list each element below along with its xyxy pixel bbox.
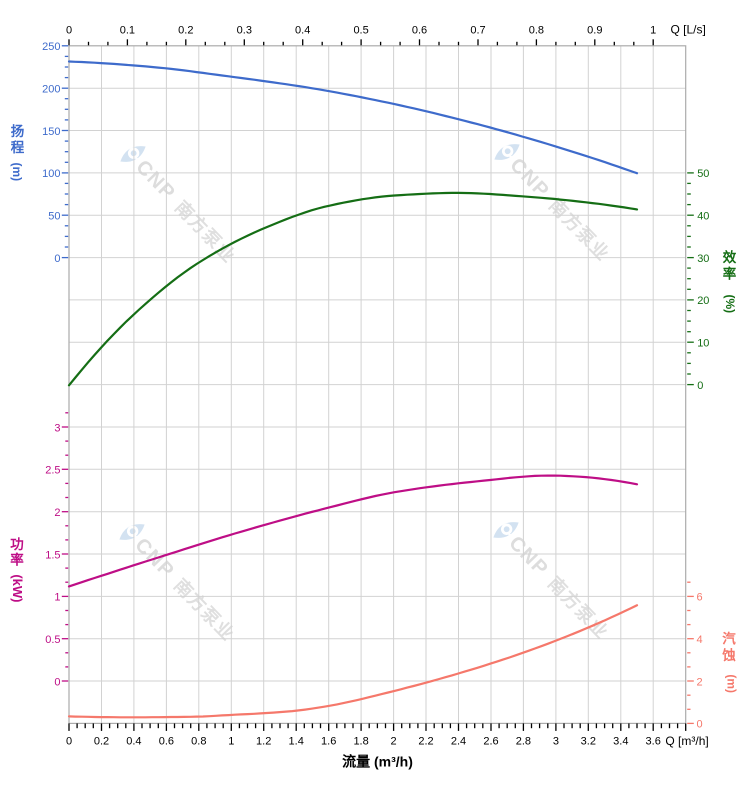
svg-text:2.4: 2.4: [451, 736, 466, 748]
svg-text:2: 2: [391, 736, 397, 748]
svg-text:2.2: 2.2: [418, 736, 433, 748]
svg-text:率: 率: [723, 265, 737, 281]
svg-text:3: 3: [54, 422, 60, 434]
svg-text:30: 30: [697, 253, 709, 265]
svg-text:3: 3: [553, 736, 559, 748]
svg-text:流量 (m³/h): 流量 (m³/h): [342, 754, 413, 770]
svg-text:0: 0: [66, 736, 72, 748]
svg-text:0.9: 0.9: [587, 25, 602, 37]
svg-text:0.8: 0.8: [191, 736, 206, 748]
svg-text:200: 200: [42, 84, 60, 96]
svg-text:0.5: 0.5: [353, 25, 368, 37]
svg-text:汽: 汽: [722, 630, 736, 646]
svg-text:50: 50: [697, 168, 709, 180]
svg-text:0.6: 0.6: [412, 25, 427, 37]
svg-text:(m): (m): [725, 674, 739, 693]
svg-text:2: 2: [54, 507, 60, 519]
svg-text:50: 50: [48, 211, 60, 223]
svg-text:1.8: 1.8: [353, 736, 368, 748]
svg-text:250: 250: [42, 41, 60, 53]
svg-text:100: 100: [42, 168, 60, 180]
svg-text:4: 4: [697, 634, 703, 646]
svg-text:0.8: 0.8: [529, 25, 544, 37]
svg-text:0.6: 0.6: [159, 736, 174, 748]
svg-text:1.5: 1.5: [45, 549, 60, 561]
svg-text:1: 1: [650, 25, 656, 37]
svg-text:0.1: 0.1: [120, 25, 135, 37]
svg-text:0.7: 0.7: [470, 25, 485, 37]
svg-text:6: 6: [697, 592, 703, 604]
svg-text:Q [m³/h]: Q [m³/h]: [665, 734, 708, 748]
svg-text:20: 20: [697, 295, 709, 307]
svg-text:(kW): (kW): [10, 574, 25, 602]
svg-text:10: 10: [697, 338, 709, 350]
svg-text:1: 1: [54, 592, 60, 604]
svg-text:2: 2: [697, 676, 703, 688]
svg-text:0.2: 0.2: [94, 736, 109, 748]
svg-text:(m): (m): [10, 162, 24, 181]
svg-text:率: 率: [10, 551, 24, 567]
svg-text:0.5: 0.5: [45, 634, 60, 646]
svg-text:效: 效: [723, 249, 737, 265]
svg-text:功: 功: [10, 537, 24, 552]
svg-text:0: 0: [697, 719, 703, 731]
svg-text:1: 1: [228, 736, 234, 748]
svg-text:1.6: 1.6: [321, 736, 336, 748]
svg-text:0.2: 0.2: [178, 25, 193, 37]
svg-text:3.2: 3.2: [581, 736, 596, 748]
svg-text:0: 0: [54, 253, 60, 265]
svg-text:Q [L/s]: Q [L/s]: [671, 23, 706, 37]
svg-text:蚀: 蚀: [721, 647, 736, 663]
svg-text:0: 0: [697, 380, 703, 392]
svg-text:1.4: 1.4: [289, 736, 304, 748]
svg-text:0: 0: [66, 25, 72, 37]
svg-text:0: 0: [54, 676, 60, 688]
svg-text:2.8: 2.8: [516, 736, 531, 748]
svg-text:扬: 扬: [11, 123, 25, 139]
svg-text:0.4: 0.4: [295, 25, 310, 37]
svg-text:1.2: 1.2: [256, 736, 271, 748]
svg-text:程: 程: [11, 140, 25, 155]
svg-text:2.5: 2.5: [45, 465, 60, 477]
svg-text:0.4: 0.4: [126, 736, 141, 748]
svg-text:(%): (%): [723, 294, 737, 313]
svg-text:3.6: 3.6: [646, 736, 661, 748]
svg-text:2.6: 2.6: [483, 736, 498, 748]
svg-text:3.4: 3.4: [613, 736, 628, 748]
svg-text:150: 150: [42, 126, 60, 138]
svg-text:40: 40: [697, 211, 709, 223]
svg-text:0.3: 0.3: [237, 25, 252, 37]
